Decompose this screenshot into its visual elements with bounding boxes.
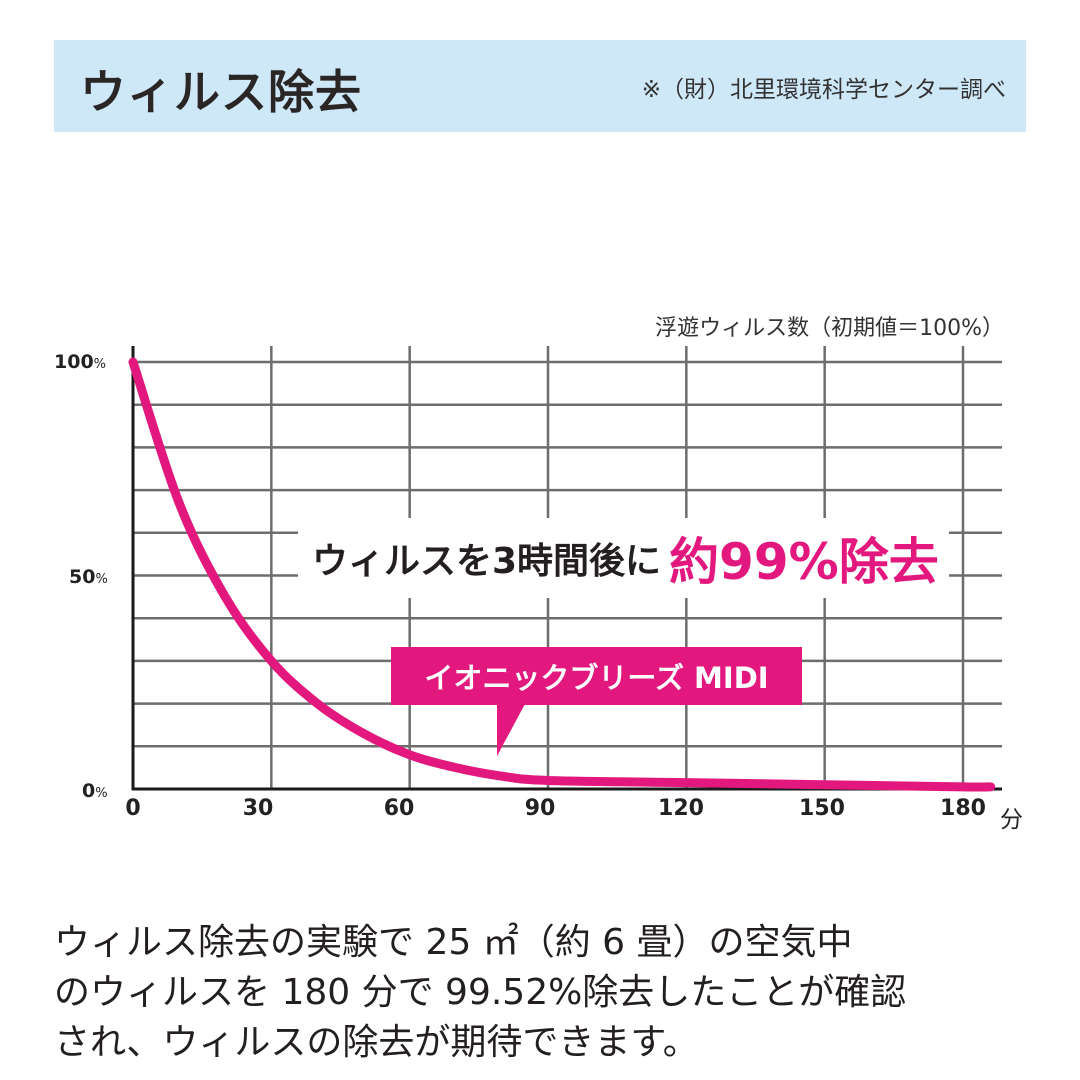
y-label-50: 50% xyxy=(69,566,108,588)
callout-pointer xyxy=(497,704,525,756)
x-label-0: 0 xyxy=(125,796,141,821)
y-label-100: 100% xyxy=(54,351,107,373)
x-label-120: 120 xyxy=(658,796,704,821)
source-note: ※（財）北里環境科学センター調べ xyxy=(641,77,1006,103)
x-label-150: 150 xyxy=(799,796,845,821)
description-line: ウィルス除去の実験で 25 ㎡（約 6 畳）の空気中 xyxy=(54,922,853,963)
page-title: ウィルス除去 xyxy=(80,65,362,119)
description-text: ウィルス除去の実験で 25 ㎡（約 6 畳）の空気中 のウィルスを 180 分で… xyxy=(54,918,1014,1068)
virus-decay-curve xyxy=(128,357,996,792)
headline-highlight: 約99%除去 xyxy=(669,533,939,591)
x-axis-unit: 分 xyxy=(1000,807,1023,833)
headline-text: ウィルスを3時間後に xyxy=(312,541,662,582)
y-label-0: 0% xyxy=(82,780,108,802)
x-label-30: 30 xyxy=(242,796,274,821)
series-callout-label: イオニックブリーズ MIDI xyxy=(391,647,802,705)
x-label-60: 60 xyxy=(383,796,415,821)
header-banner: ウィルス除去 ※（財）北里環境科学センター調べ xyxy=(54,40,1026,132)
y-axis-unit-label: 浮遊ウィルス数（初期値＝100%） xyxy=(655,316,1004,341)
description-line: され、ウィルスの除去が期待できます。 xyxy=(54,1022,699,1063)
x-label-180: 180 xyxy=(940,796,986,821)
x-label-90: 90 xyxy=(524,796,556,821)
headline-annotation: ウィルスを3時間後に 約99%除去 xyxy=(298,518,949,598)
description-line: のウィルスを 180 分で 99.52%除去したことが確認 xyxy=(54,972,907,1013)
